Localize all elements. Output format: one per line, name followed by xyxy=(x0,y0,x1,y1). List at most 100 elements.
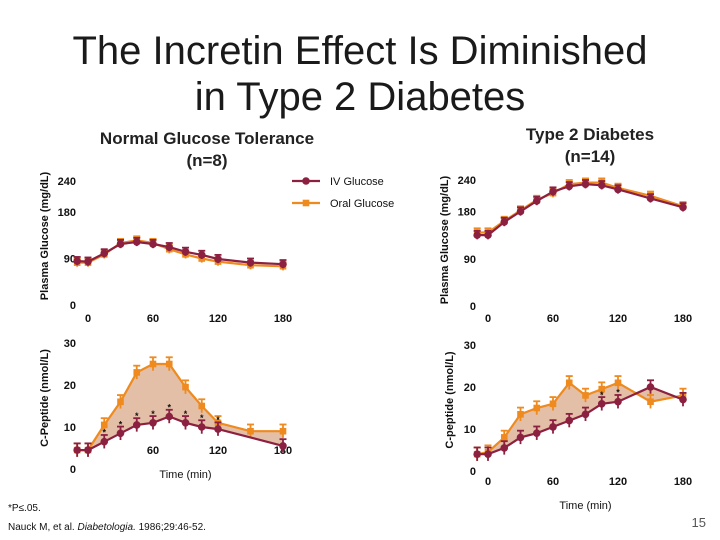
t2d-cpeptide-xtick-180: 180 xyxy=(674,476,692,488)
slide-title-line1: The Incretin Effect Is Diminished xyxy=(72,29,648,73)
ngt-cpeptide-oral-point-2 xyxy=(100,421,108,429)
citation-journal: Diabetologia. xyxy=(77,522,136,533)
ngt-cpeptide-oral-line xyxy=(77,362,283,452)
ngt-glucose-iv-point-7 xyxy=(181,247,190,256)
t2d-cpeptide-iv-point-5 xyxy=(549,423,557,431)
ngt-cpeptide-xlabel: Time (min) xyxy=(159,469,211,481)
t2d-cpeptide-iv-point-10 xyxy=(646,383,655,391)
ngt-glucose-ytick-0: 0 xyxy=(70,300,76,312)
ngt-glucose-xtick-0: 0 xyxy=(85,313,91,325)
ngt-cpeptide-iv-point-8 xyxy=(197,423,206,431)
t2d-panel-title-line1: Type 2 Diabetes xyxy=(525,125,655,144)
t2d-cpeptide-oral-point-4 xyxy=(533,404,541,412)
ngt-cpeptide-oral-point-11 xyxy=(279,427,287,435)
t2d-cpeptide-iv-point-11 xyxy=(679,395,687,404)
ngt-cpeptide-star-0: * xyxy=(102,428,106,438)
ngt-cpeptide-star-1: * xyxy=(119,419,123,429)
t2d-cpeptide-oral-point-3 xyxy=(517,411,524,418)
ngt-glucose-iv-point-6 xyxy=(165,243,174,251)
legend-label-0: IV Glucose xyxy=(330,176,384,188)
ngt-glucose-ytick-90: 90 xyxy=(64,254,76,266)
ngt-cpeptide-iv-point-6 xyxy=(165,412,174,421)
ngt-glucose-iv-point-8 xyxy=(197,251,206,259)
t2d-cpeptide-oral-point-9 xyxy=(614,379,622,387)
ngt-cpeptide-oral-point-6 xyxy=(165,360,173,368)
ngt-cpeptide-iv-point-2 xyxy=(100,437,109,446)
t2d-glucose-ytick-180: 180 xyxy=(458,207,476,219)
t2d-panel-title: Type 2 Diabetes (n=14) xyxy=(490,124,690,168)
t2d-glucose-xtick-180: 180 xyxy=(674,313,692,325)
t2d-cpeptide-oral-point-8 xyxy=(598,385,606,393)
legend-label-1: Oral Glucose xyxy=(330,198,394,210)
t2d-cpeptide-iv-point-6 xyxy=(565,416,574,425)
t2d-cpeptide-ytick-30: 30 xyxy=(464,340,476,352)
ngt-cpeptide-oral-point-10 xyxy=(247,427,254,435)
t2d-panel-title-line2: (n=14) xyxy=(564,147,616,166)
t2d-glucose-iv-point-10 xyxy=(646,194,655,203)
ngt-cpeptide-iv-point-0 xyxy=(73,446,81,454)
ngt-cpeptide-star-4: * xyxy=(167,403,171,413)
t2d-glucose-xtick-0: 0 xyxy=(485,313,491,325)
t2d-cpeptide-xtick-60: 60 xyxy=(547,476,559,488)
ngt-cpeptide-iv-point-3 xyxy=(116,429,125,438)
citation-prefix: Nauck M, et al. xyxy=(8,522,78,533)
ngt-glucose-ytick-180: 180 xyxy=(58,207,76,219)
t2d-cpeptide-oral-point-2 xyxy=(500,434,508,441)
ngt-glucose-iv-point-9 xyxy=(214,255,222,263)
ngt-cpeptide-oral-point-7 xyxy=(182,383,189,391)
t2d-glucose-iv-point-4 xyxy=(532,197,541,205)
legend: IV Glucose Oral Glucose xyxy=(292,176,394,210)
ngt-panel-title: Normal Glucose Tolerance (n=8) xyxy=(62,128,352,172)
t2d-glucose-iv-point-2 xyxy=(500,218,509,226)
ngt-glucose-ytick-240: 240 xyxy=(58,176,76,188)
t2d-cpeptide-iv-point-0 xyxy=(473,450,481,459)
t2d-glucose-iv-point-7 xyxy=(581,180,590,188)
t2d-glucose-iv-point-8 xyxy=(597,181,606,190)
ngt-cpeptide-iv-point-10 xyxy=(279,442,287,450)
t2d-cpeptide-xtick-0: 0 xyxy=(485,476,491,488)
t2d-cpeptide-iv-point-1 xyxy=(484,450,492,459)
t2d-cpeptide-ytick-10: 10 xyxy=(464,424,476,436)
t2d-cpeptide-ytick-0: 0 xyxy=(470,466,476,478)
t2d-cpeptide-plot: 0 10 20 30 0 60 120 180 Time (min) * * xyxy=(464,340,692,512)
t2d-glucose-xtick-120: 120 xyxy=(609,313,627,325)
ngt-cpeptide-oral-point-8 xyxy=(198,402,206,410)
t2d-glucose-plot: 0 90 180 240 0 60 120 180 xyxy=(458,175,693,325)
t2d-glucose-iv-point-6 xyxy=(565,182,574,191)
t2d-cpeptide-iv-point-4 xyxy=(532,429,541,438)
t2d-cpeptide-oral-point-6 xyxy=(565,379,573,387)
ngt-cpeptide-ytick-0: 0 xyxy=(70,464,76,476)
t2d-cpeptide-incretin-area xyxy=(477,382,683,455)
ngt-cpeptide-oral-point-3 xyxy=(117,398,124,406)
ngt-cpeptide-ytick-30: 30 xyxy=(64,338,76,350)
ngt-cpeptide-iv-point-4 xyxy=(132,421,141,429)
ngt-cpeptide-iv-point-7 xyxy=(181,419,190,427)
ngt-glucose-iv-point-3 xyxy=(116,240,125,248)
t2d-glucose-ytick-240: 240 xyxy=(458,175,476,187)
ngt-cpeptide-iv-point-1 xyxy=(84,446,92,454)
t2d-glucose-iv-point-0 xyxy=(473,231,481,239)
ngt-cpeptide-star-2: * xyxy=(135,411,139,421)
ngt-glucose-iv-point-1 xyxy=(84,257,92,266)
t2d-cpeptide-iv-point-3 xyxy=(516,433,525,442)
t2d-glucose-oral-line xyxy=(477,181,684,234)
legend-marker-1 xyxy=(302,199,310,207)
ngt-glucose-iv-point-5 xyxy=(149,240,157,248)
ngt-cpeptide-xtick-120: 120 xyxy=(209,445,227,457)
ngt-panel-title-line1: Normal Glucose Tolerance xyxy=(99,129,315,148)
t2d-glucose-xtick-60: 60 xyxy=(547,313,559,325)
ngt-cpeptide-ytick-20: 20 xyxy=(64,380,76,392)
t2d-cpeptide-oral-point-7 xyxy=(582,392,589,399)
t2d-glucose-iv-point-9 xyxy=(614,185,622,194)
ngt-glucose-iv-point-4 xyxy=(132,238,141,246)
ngt-glucose-iv-point-11 xyxy=(279,260,287,268)
ngt-cpeptide-iv-point-9 xyxy=(214,425,222,433)
t2d-cpeptide-iv-point-7 xyxy=(581,410,590,419)
ngt-cpeptide-star-5: * xyxy=(184,409,188,419)
t2d-cpeptide-iv-point-8 xyxy=(597,400,606,408)
ngt-glucose-iv-point-2 xyxy=(100,249,109,258)
ngt-glucose-xtick-180: 180 xyxy=(274,313,292,325)
ngt-panel-title-line2: (n=8) xyxy=(186,151,228,170)
